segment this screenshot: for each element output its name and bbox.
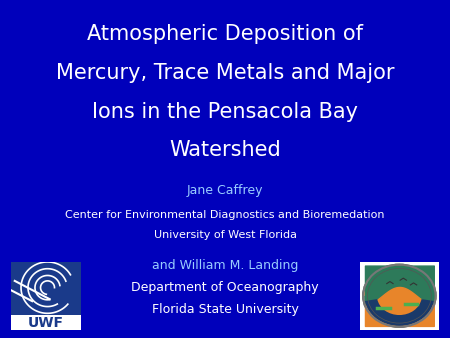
Text: Ions in the Pensacola Bay: Ions in the Pensacola Bay xyxy=(92,101,358,122)
Text: UWF: UWF xyxy=(28,316,64,330)
Wedge shape xyxy=(364,296,435,326)
Text: University of West Florida: University of West Florida xyxy=(153,230,297,240)
Text: Center for Environmental Diagnostics and Bioremedation: Center for Environmental Diagnostics and… xyxy=(65,210,385,220)
Text: Atmospheric Deposition of: Atmospheric Deposition of xyxy=(87,24,363,44)
Text: Watershed: Watershed xyxy=(169,140,281,161)
Text: and William M. Landing: and William M. Landing xyxy=(152,259,298,272)
Wedge shape xyxy=(364,266,435,296)
Text: Department of Oceanography: Department of Oceanography xyxy=(131,282,319,294)
Wedge shape xyxy=(365,299,434,326)
Text: Florida State University: Florida State University xyxy=(152,304,298,316)
FancyBboxPatch shape xyxy=(11,262,81,330)
Text: Mercury, Trace Metals and Major: Mercury, Trace Metals and Major xyxy=(56,63,394,83)
FancyBboxPatch shape xyxy=(11,262,81,315)
Text: Jane Caffrey: Jane Caffrey xyxy=(187,185,263,197)
FancyBboxPatch shape xyxy=(360,262,439,330)
